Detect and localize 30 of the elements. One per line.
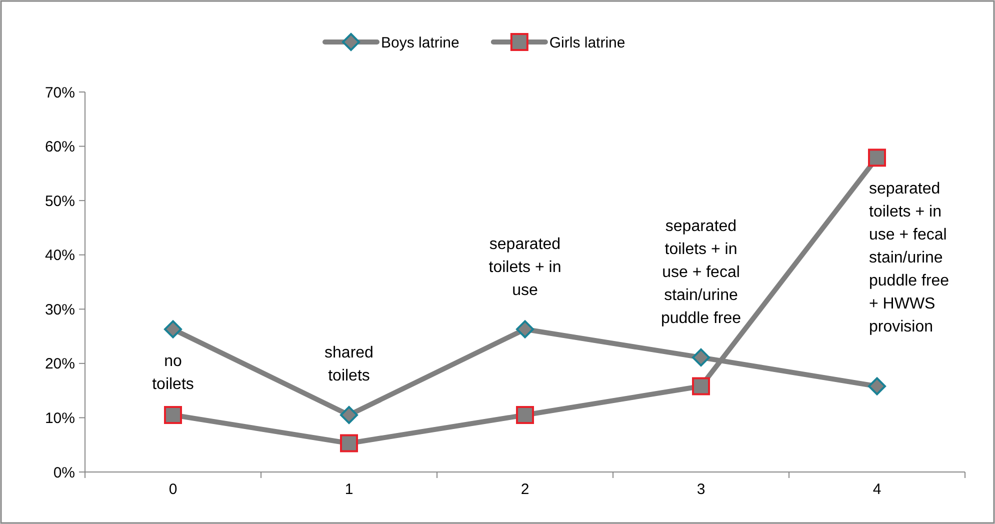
point bbox=[868, 148, 886, 167]
x-tick-label: 4 bbox=[872, 481, 882, 498]
point bbox=[340, 434, 358, 452]
y-tick-label: 50% bbox=[44, 192, 75, 210]
x-tick-label: 2 bbox=[520, 481, 530, 498]
annotation: separated toilets + in use + fecal stain/urine puddle free bbox=[660, 218, 742, 328]
x-tick-label: 1 bbox=[344, 481, 354, 498]
point bbox=[692, 377, 710, 396]
point bbox=[164, 406, 182, 424]
y-tick-label: 60% bbox=[44, 138, 75, 156]
y-tick-label: 40% bbox=[44, 247, 75, 264]
point bbox=[516, 406, 534, 424]
x-tick-label: 3 bbox=[696, 481, 706, 498]
y-tick-label: 10% bbox=[44, 410, 75, 427]
y-tick-label: 30% bbox=[44, 301, 75, 318]
annotation: separated toilets + in use + fecal stain/urine puddle free + HWWS provision bbox=[869, 180, 950, 336]
x-tick-label: 0 bbox=[168, 481, 178, 498]
legend-label: Boys latrine bbox=[381, 34, 460, 52]
point bbox=[868, 377, 886, 396]
y-tick-label: 70% bbox=[44, 84, 75, 102]
annotation: shared toilets bbox=[324, 344, 374, 385]
annotation: separated toilets + in use bbox=[488, 236, 562, 299]
point bbox=[692, 348, 710, 366]
y-tick-label: 0% bbox=[53, 464, 75, 482]
point bbox=[340, 406, 358, 424]
point bbox=[516, 320, 534, 338]
annotation: no toilets bbox=[152, 353, 194, 394]
legend-label: Girls latrine bbox=[549, 34, 626, 52]
y-tick-label: 20% bbox=[44, 356, 75, 373]
point bbox=[164, 320, 182, 338]
